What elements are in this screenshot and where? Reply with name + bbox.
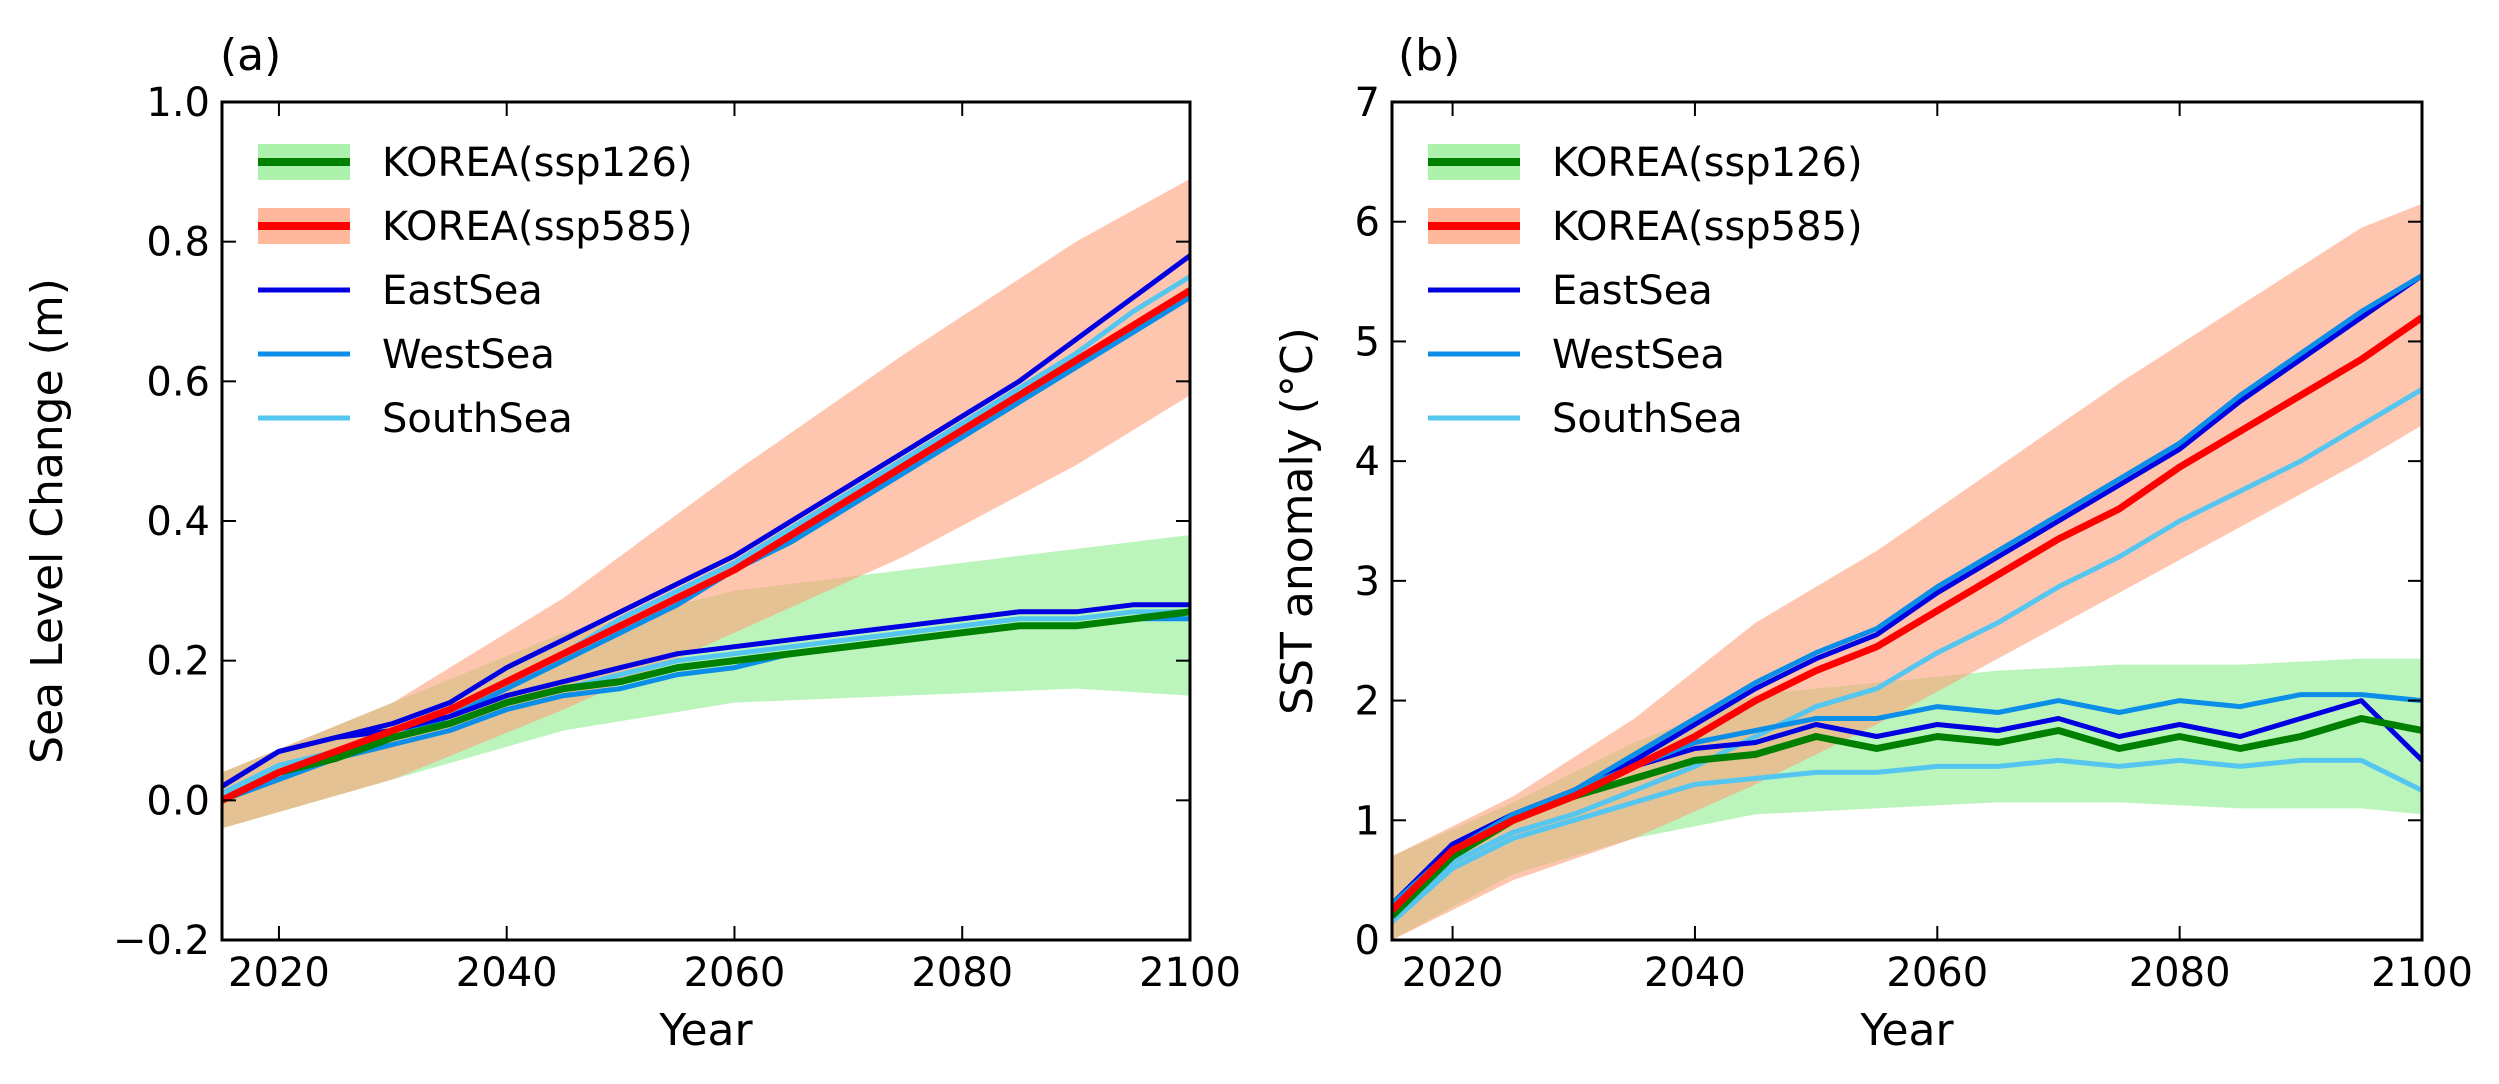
legend: KOREA(ssp126) KOREA(ssp585) EastSea WestSea… xyxy=(258,140,693,442)
legend-label: KOREA(ssp126) xyxy=(1552,140,1863,186)
x-tick-label: 2040 xyxy=(1644,950,1746,996)
panel-a: 2020 2040 2060 2080 2100 −0.2 0.0 0.2 0.4 0.6 0.8 1… xyxy=(22,30,1241,1056)
legend-label: EastSea xyxy=(382,268,543,314)
legend-item: SouthSea xyxy=(258,396,573,442)
legend-label: WestSea xyxy=(382,332,555,378)
plot-area xyxy=(222,178,1190,829)
legend-item: KOREA(ssp126) xyxy=(1428,140,1863,186)
legend-label: SouthSea xyxy=(1552,396,1743,442)
legend-item: WestSea xyxy=(258,332,555,378)
y-tick-label: −0.2 xyxy=(113,918,210,964)
x-tick-label: 2020 xyxy=(1402,950,1504,996)
range-band-ssp126 xyxy=(222,534,1190,829)
y-tick-label: 1.0 xyxy=(146,80,210,126)
x-tick-label: 2100 xyxy=(2371,950,2473,996)
axes-frame xyxy=(1390,100,2424,942)
legend-item: WestSea xyxy=(1428,332,1725,378)
y-tick-label: 3 xyxy=(1355,559,1380,605)
legend-label: KOREA(ssp585) xyxy=(1552,204,1863,250)
x-tick-label: 2080 xyxy=(2129,950,2231,996)
legend-item: KOREA(ssp585) xyxy=(258,204,693,250)
legend-item: KOREA(ssp585) xyxy=(1428,204,1863,250)
y-tick-label: 0.8 xyxy=(146,220,210,266)
legend-label: EastSea xyxy=(1552,268,1713,314)
y-axis-title: Sea Level Change (m) xyxy=(22,278,73,764)
y-tick-label: 6 xyxy=(1355,200,1380,246)
legend-item: EastSea xyxy=(1428,268,1713,314)
x-axis-title: Year xyxy=(658,1005,753,1056)
x-tick-label: 2080 xyxy=(911,950,1013,996)
x-tick-label: 2060 xyxy=(1886,950,1988,996)
legend-label: KOREA(ssp585) xyxy=(382,204,693,250)
legend: KOREA(ssp126) KOREA(ssp585) EastSea WestSea… xyxy=(1428,140,1863,442)
x-axis-title: Year xyxy=(1859,1005,1954,1056)
x-tick-label: 2100 xyxy=(1139,950,1241,996)
y-tick-label: 0 xyxy=(1355,918,1380,964)
legend-item: EastSea xyxy=(258,268,543,314)
x-tick-label: 2020 xyxy=(228,950,330,996)
y-tick-label: 5 xyxy=(1355,319,1380,365)
y-tick-label: 2 xyxy=(1355,679,1380,725)
series-line-korea-ssp585 xyxy=(222,287,1190,804)
y-tick-label: 0.6 xyxy=(146,359,210,405)
y-tick-label: 0.4 xyxy=(146,499,210,545)
series-line-korea-ssp126 xyxy=(222,608,1190,804)
y-tick-label: 0.2 xyxy=(146,639,210,685)
legend-label: SouthSea xyxy=(382,396,573,442)
series-line-southsea-ssp585 xyxy=(1392,387,2422,918)
y-axis-title: SST anomaly (°C) xyxy=(1272,327,1323,715)
plot-area xyxy=(1392,203,2422,940)
y-tick-label: 7 xyxy=(1355,80,1380,126)
x-tick-label: 2060 xyxy=(684,950,786,996)
x-tick-label: 2040 xyxy=(456,950,558,996)
y-tick-label: 4 xyxy=(1355,439,1380,485)
y-tick-label: 1 xyxy=(1355,798,1380,844)
legend-label: WestSea xyxy=(1552,332,1725,378)
legend-item: KOREA(ssp126) xyxy=(258,140,693,186)
series-line-westsea-ssp126 xyxy=(1392,692,2422,906)
panel-label: (a) xyxy=(220,30,281,81)
range-band-ssp585 xyxy=(222,178,1190,829)
legend-item: SouthSea xyxy=(1428,396,1743,442)
y-tick-label: 0.0 xyxy=(146,778,210,824)
legend-label: KOREA(ssp126) xyxy=(382,140,693,186)
panel-b: 2020 2040 2060 2080 2100 0 1 2 3 4 5 6 7 Year SST anom… xyxy=(1272,30,2473,1056)
series-line-eastsea-ssp585 xyxy=(222,253,1190,789)
panel-label: (b) xyxy=(1398,30,1460,81)
series-line-southsea-ssp126 xyxy=(1392,757,2422,924)
series-line-korea-ssp585 xyxy=(1392,314,2422,913)
